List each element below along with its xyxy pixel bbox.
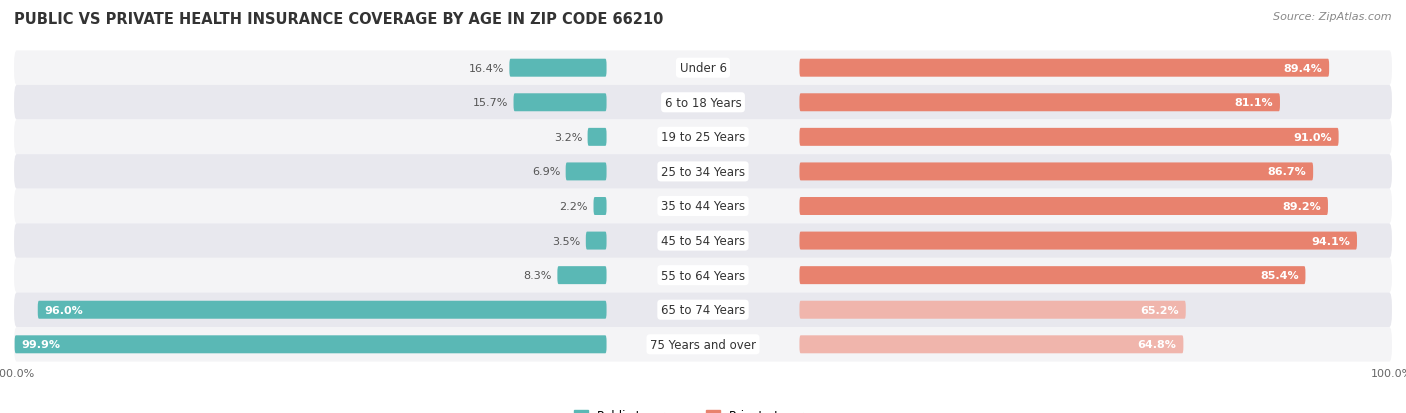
Text: 65 to 74 Years: 65 to 74 Years (661, 304, 745, 316)
FancyBboxPatch shape (14, 327, 1392, 362)
FancyBboxPatch shape (38, 301, 606, 319)
FancyBboxPatch shape (14, 258, 1392, 293)
Text: 25 to 34 Years: 25 to 34 Years (661, 166, 745, 178)
Text: 89.2%: 89.2% (1282, 202, 1322, 211)
Text: 96.0%: 96.0% (45, 305, 83, 315)
Text: Under 6: Under 6 (679, 62, 727, 75)
Text: 6.9%: 6.9% (531, 167, 560, 177)
Text: 75 Years and over: 75 Years and over (650, 338, 756, 351)
Text: 55 to 64 Years: 55 to 64 Years (661, 269, 745, 282)
FancyBboxPatch shape (586, 232, 606, 250)
FancyBboxPatch shape (800, 197, 1327, 216)
FancyBboxPatch shape (588, 128, 606, 147)
FancyBboxPatch shape (800, 163, 1313, 181)
Text: 15.7%: 15.7% (472, 98, 508, 108)
Text: 89.4%: 89.4% (1284, 64, 1322, 74)
FancyBboxPatch shape (557, 266, 606, 285)
Text: 86.7%: 86.7% (1267, 167, 1306, 177)
Text: 64.8%: 64.8% (1137, 339, 1177, 349)
Text: 81.1%: 81.1% (1234, 98, 1272, 108)
FancyBboxPatch shape (800, 232, 1357, 250)
Text: 85.4%: 85.4% (1260, 271, 1299, 280)
Text: 3.2%: 3.2% (554, 133, 582, 142)
Text: 16.4%: 16.4% (468, 64, 503, 74)
Text: 19 to 25 Years: 19 to 25 Years (661, 131, 745, 144)
Text: 2.2%: 2.2% (560, 202, 588, 211)
Legend: Public Insurance, Private Insurance: Public Insurance, Private Insurance (569, 404, 837, 413)
Text: 8.3%: 8.3% (523, 271, 553, 280)
Text: 91.0%: 91.0% (1294, 133, 1331, 142)
FancyBboxPatch shape (800, 94, 1279, 112)
Text: 94.1%: 94.1% (1312, 236, 1350, 246)
FancyBboxPatch shape (800, 301, 1185, 319)
Text: 3.5%: 3.5% (553, 236, 581, 246)
FancyBboxPatch shape (800, 335, 1184, 354)
FancyBboxPatch shape (14, 189, 1392, 224)
Text: 45 to 54 Years: 45 to 54 Years (661, 235, 745, 247)
FancyBboxPatch shape (14, 224, 1392, 258)
FancyBboxPatch shape (593, 197, 606, 216)
Text: 35 to 44 Years: 35 to 44 Years (661, 200, 745, 213)
FancyBboxPatch shape (800, 128, 1339, 147)
FancyBboxPatch shape (509, 59, 606, 78)
FancyBboxPatch shape (14, 86, 1392, 120)
FancyBboxPatch shape (14, 293, 1392, 327)
Text: 6 to 18 Years: 6 to 18 Years (665, 97, 741, 109)
FancyBboxPatch shape (14, 155, 1392, 189)
FancyBboxPatch shape (513, 94, 606, 112)
FancyBboxPatch shape (565, 163, 606, 181)
FancyBboxPatch shape (14, 335, 606, 354)
FancyBboxPatch shape (800, 266, 1305, 285)
Text: PUBLIC VS PRIVATE HEALTH INSURANCE COVERAGE BY AGE IN ZIP CODE 66210: PUBLIC VS PRIVATE HEALTH INSURANCE COVER… (14, 12, 664, 27)
Text: 65.2%: 65.2% (1140, 305, 1178, 315)
Text: Source: ZipAtlas.com: Source: ZipAtlas.com (1274, 12, 1392, 22)
Text: 99.9%: 99.9% (21, 339, 60, 349)
FancyBboxPatch shape (800, 59, 1329, 78)
FancyBboxPatch shape (14, 51, 1392, 86)
FancyBboxPatch shape (14, 120, 1392, 155)
